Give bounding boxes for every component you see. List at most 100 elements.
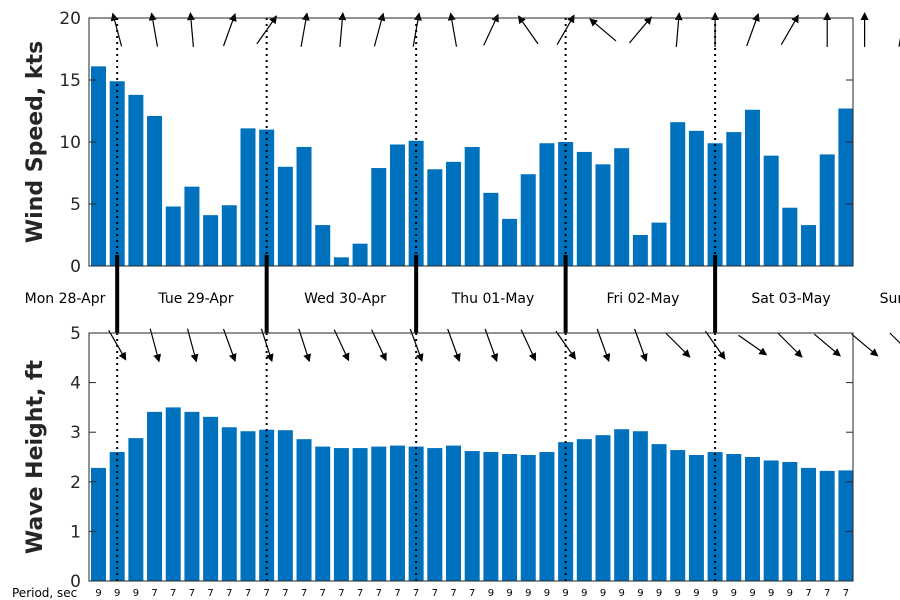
period-value: 7 (245, 588, 251, 599)
wind-y-tick-label: 10 (59, 133, 81, 153)
period-value: 7 (432, 588, 438, 599)
day-labels-band: Mon 28-Apr Tue 29-Apr Wed 30-Apr Thu 01-May… (25, 255, 900, 333)
wave-bar (389, 445, 405, 581)
wave-direction-arrow (634, 328, 648, 362)
wave-panel: 0 1 2 3 4 5 Wave Height, ft (23, 324, 900, 592)
wind-y-tick-label: 15 (59, 71, 81, 91)
wind-bar (632, 235, 648, 266)
wind-direction-arrow (222, 13, 237, 47)
wave-bar (502, 454, 518, 581)
wave-bar (427, 448, 443, 581)
wave-bar (128, 438, 144, 581)
wind-bar (614, 148, 630, 266)
period-row-label: Period, sec (12, 586, 77, 600)
wind-bar (801, 225, 817, 266)
wave-direction-arrow (665, 332, 691, 358)
wind-bar (333, 257, 349, 266)
wave-direction-arrow (484, 328, 499, 362)
wind-bar (259, 129, 275, 266)
wind-bar (838, 108, 854, 267)
wave-y-tick-label: 1 (70, 522, 81, 542)
period-value: 7 (170, 588, 176, 599)
day-label: Wed 30-Apr (304, 291, 386, 307)
period-value: 7 (376, 588, 382, 599)
wave-bar (651, 444, 667, 581)
period-value: 9 (675, 588, 681, 599)
period-value: 9 (768, 588, 774, 599)
wave-bar (184, 411, 200, 581)
period-value: 9 (506, 588, 512, 599)
wave-direction-arrow (813, 333, 841, 357)
wind-bar (726, 132, 742, 266)
wind-direction-arrow (373, 12, 386, 47)
wave-bar (819, 470, 835, 581)
wave-bar (165, 407, 181, 581)
period-value: 9 (525, 588, 531, 599)
wind-y-tick-label: 0 (70, 257, 81, 277)
wave-bar (558, 442, 574, 581)
wind-direction-arrow (447, 12, 458, 47)
period-value: 7 (301, 588, 307, 599)
wave-bar (352, 448, 368, 581)
wind-direction-arrow (746, 13, 760, 47)
day-label: Fri 02-May (607, 291, 680, 307)
wind-direction-arrow (338, 12, 347, 47)
wind-direction-arrow (148, 12, 159, 47)
period-value: 9 (749, 588, 755, 599)
period-value: 7 (226, 588, 232, 599)
wind-panel: 0 5 10 15 20 Wind Speed, kts (23, 9, 900, 277)
wind-bar (91, 66, 106, 266)
wind-y-tick-label: 5 (70, 195, 81, 215)
wind-bar (670, 122, 686, 266)
period-value: 7 (282, 588, 288, 599)
wave-direction-arrow (555, 330, 576, 360)
wave-direction-arrow (738, 334, 768, 356)
period-value: 7 (320, 588, 326, 599)
wind-bar (147, 115, 163, 267)
period-value: 9 (656, 588, 662, 599)
wave-direction-arrow (409, 328, 424, 362)
wind-bar (763, 155, 779, 266)
wind-direction-arrow (483, 13, 499, 46)
wave-direction-arrow (596, 328, 611, 362)
wave-bar (277, 430, 293, 581)
period-value: 9 (114, 588, 120, 599)
wind-bar (109, 81, 125, 267)
wind-bar (688, 130, 704, 266)
period-value: 7 (843, 588, 849, 599)
period-value: 9 (562, 588, 568, 599)
wave-bar (315, 446, 331, 581)
period-value: 9 (712, 588, 718, 599)
period-values: 9 9 9 7 7 7 7 7 7 7 7 7 7 7 7 7 7 7 7 7 7 9 9 9 9 9 9 9 9 9 9 9 9 9 9 9 9 9 7 7… (95, 588, 849, 599)
wave-y-axis: 0 1 2 3 4 5 (70, 324, 853, 592)
wind-direction-arrow (556, 14, 575, 46)
wind-direction-arrow (517, 15, 539, 45)
wind-bar (408, 140, 424, 266)
wave-direction-arrow (851, 333, 879, 357)
period-value: 9 (693, 588, 699, 599)
period-value: 7 (394, 588, 400, 599)
wind-bar (464, 146, 480, 266)
period-value: 7 (207, 588, 213, 599)
wind-direction-arrow (300, 12, 310, 47)
wind-bar (128, 94, 144, 266)
wind-bar (184, 186, 200, 266)
wave-y-tick-label: 3 (70, 423, 81, 443)
wave-bar (91, 467, 106, 581)
period-value: 7 (338, 588, 344, 599)
day-label: Thu 01-May (451, 291, 535, 307)
wind-bar (240, 128, 256, 266)
wave-direction-arrow (889, 332, 900, 344)
period-value: 7 (357, 588, 363, 599)
period-value: 7 (469, 588, 475, 599)
period-value: 9 (133, 588, 139, 599)
period-value: 9 (95, 588, 101, 599)
wind-direction-arrows (110, 12, 900, 47)
wave-bar (576, 439, 592, 581)
wind-direction-arrow (187, 12, 196, 47)
wind-bar (819, 154, 835, 266)
wave-bar (520, 455, 536, 581)
wave-bar (744, 457, 760, 581)
